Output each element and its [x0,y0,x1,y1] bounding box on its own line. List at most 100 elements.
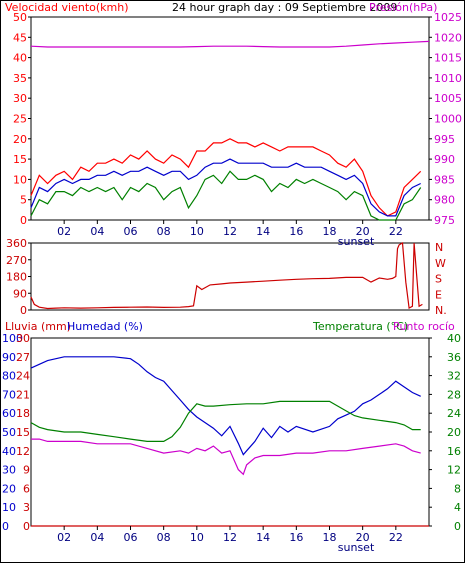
wind-tick-0: 0 [20,214,27,227]
wind-tick-10: 10 [13,173,27,186]
rain-tick-9: 9 [23,464,30,477]
wind-tick-45: 45 [13,31,27,44]
wind-tick-label-16: 16 [289,225,303,238]
dewpoint-axis-title: Punto rocío [393,320,455,333]
pressure-tick-995: 995 [434,133,455,146]
pressure-tick-1005: 1005 [434,92,462,105]
direction-tick-90: 90 [13,287,27,300]
humidity-tick-0: 0 [2,520,9,533]
humidity-tick-80: 80 [2,370,16,383]
humidity-tick-100: 100 [2,332,23,345]
direction-tick-360: 360 [6,237,27,250]
temperature-tick-28: 28 [447,388,461,401]
climate-tick-label-10: 10 [190,531,204,544]
pressure-tick-1015: 1015 [434,52,462,65]
climate-tick-label-14: 14 [256,531,270,544]
compass-label-1: W [435,257,446,270]
rain-axis-title: Lluvia (mm) [5,320,71,333]
climate-sunset-label: sunset [338,541,375,554]
wind-tick-label-08: 08 [157,225,171,238]
rain-tick-27: 27 [16,351,30,364]
pressure-tick-985: 985 [434,173,455,186]
wind-tick-40: 40 [13,52,27,65]
humidity-tick-60: 60 [2,407,16,420]
temperature-tick-16: 16 [447,445,461,458]
climate-tick-label-08: 08 [157,531,171,544]
temperature-tick-24: 24 [447,407,461,420]
pressure-tick-990: 990 [434,153,455,166]
pressure-tick-1010: 1010 [434,72,462,85]
climate-tick-label-22: 22 [389,531,403,544]
wind-tick-label-20: 20 [356,225,370,238]
compass-label-3: E [435,288,442,301]
wind-axis-title: Velocidad viento(kmh) [5,1,129,14]
wind-tick-label-14: 14 [256,225,270,238]
climate-tick-label-12: 12 [223,531,237,544]
dewpoint-series [31,438,421,476]
pressure-axis-title: Presión(hPa) [369,1,437,14]
direction-tick-270: 270 [6,254,27,267]
wind-tick-label-12: 12 [223,225,237,238]
climate-tick-label-16: 16 [289,531,303,544]
wind-tick-label-06: 06 [124,225,138,238]
climate-tick-label-18: 18 [323,531,337,544]
pressure-tick-1020: 1020 [434,31,462,44]
temperature-tick-20: 20 [447,426,461,439]
wind-sunset-label: sunset [338,235,375,248]
compass-label-2: S [435,273,442,286]
humidity-axis-title: Humedad (%) [67,320,143,333]
humidity-tick-40: 40 [2,445,16,458]
wind-tick-label-10: 10 [190,225,204,238]
pressure-tick-1025: 1025 [434,11,462,24]
wind-tick-35: 35 [13,72,27,85]
rain-tick-6: 6 [23,482,30,495]
climate-tick-label-04: 04 [90,531,104,544]
wind-tick-50: 50 [13,11,27,24]
humidity-tick-10: 10 [2,501,16,514]
pressure-tick-1000: 1000 [434,113,462,126]
humidity-tick-20: 20 [2,482,16,495]
climate-tick-label-20: 20 [356,531,370,544]
wind-tick-15: 15 [13,153,27,166]
rain-tick-21: 21 [16,388,30,401]
rain-tick-24: 24 [16,370,30,383]
wind-tick-5: 5 [20,194,27,207]
wind-tick-label-02: 02 [57,225,71,238]
pressure-series [30,40,430,48]
rain-tick-15: 15 [16,426,30,439]
rain-tick-12: 12 [16,445,30,458]
wind-tick-20: 20 [13,133,27,146]
wind-tick-30: 30 [13,92,27,105]
wind-tick-label-18: 18 [323,225,337,238]
rain-tick-0: 0 [23,520,30,533]
rain-tick-30: 30 [16,332,30,345]
compass-label-0: N [435,241,443,254]
rain-tick-18: 18 [16,407,30,420]
humidity-series [30,356,421,456]
pressure-tick-980: 980 [434,194,455,207]
wind-average-series [30,158,421,217]
wind-tick-25: 25 [13,113,27,126]
rain-tick-3: 3 [23,501,30,514]
direction-tick-0: 0 [20,304,27,317]
wind-gust-series [30,138,422,217]
graph-title: 24 hour graph day : 09 Septiembre 2009 [172,1,397,14]
temperature-tick-0: 0 [454,520,461,533]
temperature-axis-title: Temperatura (°C) [312,320,408,333]
temperature-tick-12: 12 [447,464,461,477]
temperature-tick-4: 4 [454,501,461,514]
temperature-tick-40: 40 [447,332,461,345]
wind-tick-label-04: 04 [90,225,104,238]
climate-tick-label-02: 02 [57,531,71,544]
temperature-series [30,400,421,442]
temperature-tick-8: 8 [454,482,461,495]
humidity-tick-90: 90 [2,351,16,364]
humidity-tick-50: 50 [2,426,16,439]
temperature-tick-36: 36 [447,351,461,364]
pressure-tick-975: 975 [434,214,455,227]
humidity-tick-30: 30 [2,464,16,477]
humidity-tick-70: 70 [2,388,16,401]
